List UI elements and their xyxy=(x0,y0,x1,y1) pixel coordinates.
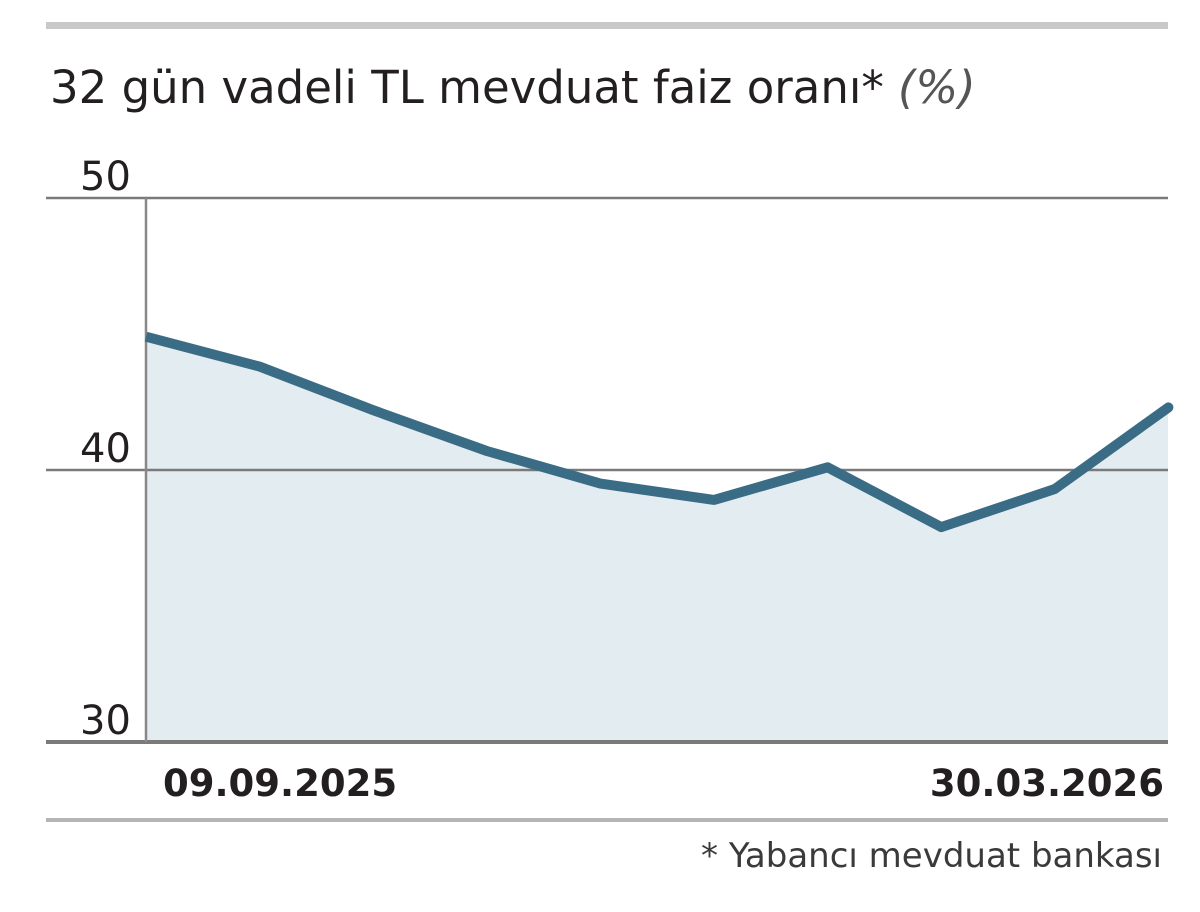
area-fill xyxy=(146,336,1169,742)
x-tick-label-start: 09.09.2025 xyxy=(163,762,397,805)
footnote: * Yabancı mevduat bankası xyxy=(701,836,1162,876)
y-tick-label-30: 30 xyxy=(80,698,131,744)
chart-title-row: 32 gün vadeli TL mevduat faiz oranı* (%) xyxy=(50,58,976,118)
chart-unit: (%) xyxy=(897,61,976,114)
y-tick-label-50: 50 xyxy=(80,154,131,200)
chart-title: 32 gün vadeli TL mevduat faiz oranı* xyxy=(50,61,884,114)
bottom-rule xyxy=(46,818,1168,822)
y-tick-label-40: 40 xyxy=(80,426,131,472)
x-tick-label-end: 30.03.2026 xyxy=(930,762,1164,805)
top-rule xyxy=(46,22,1168,29)
